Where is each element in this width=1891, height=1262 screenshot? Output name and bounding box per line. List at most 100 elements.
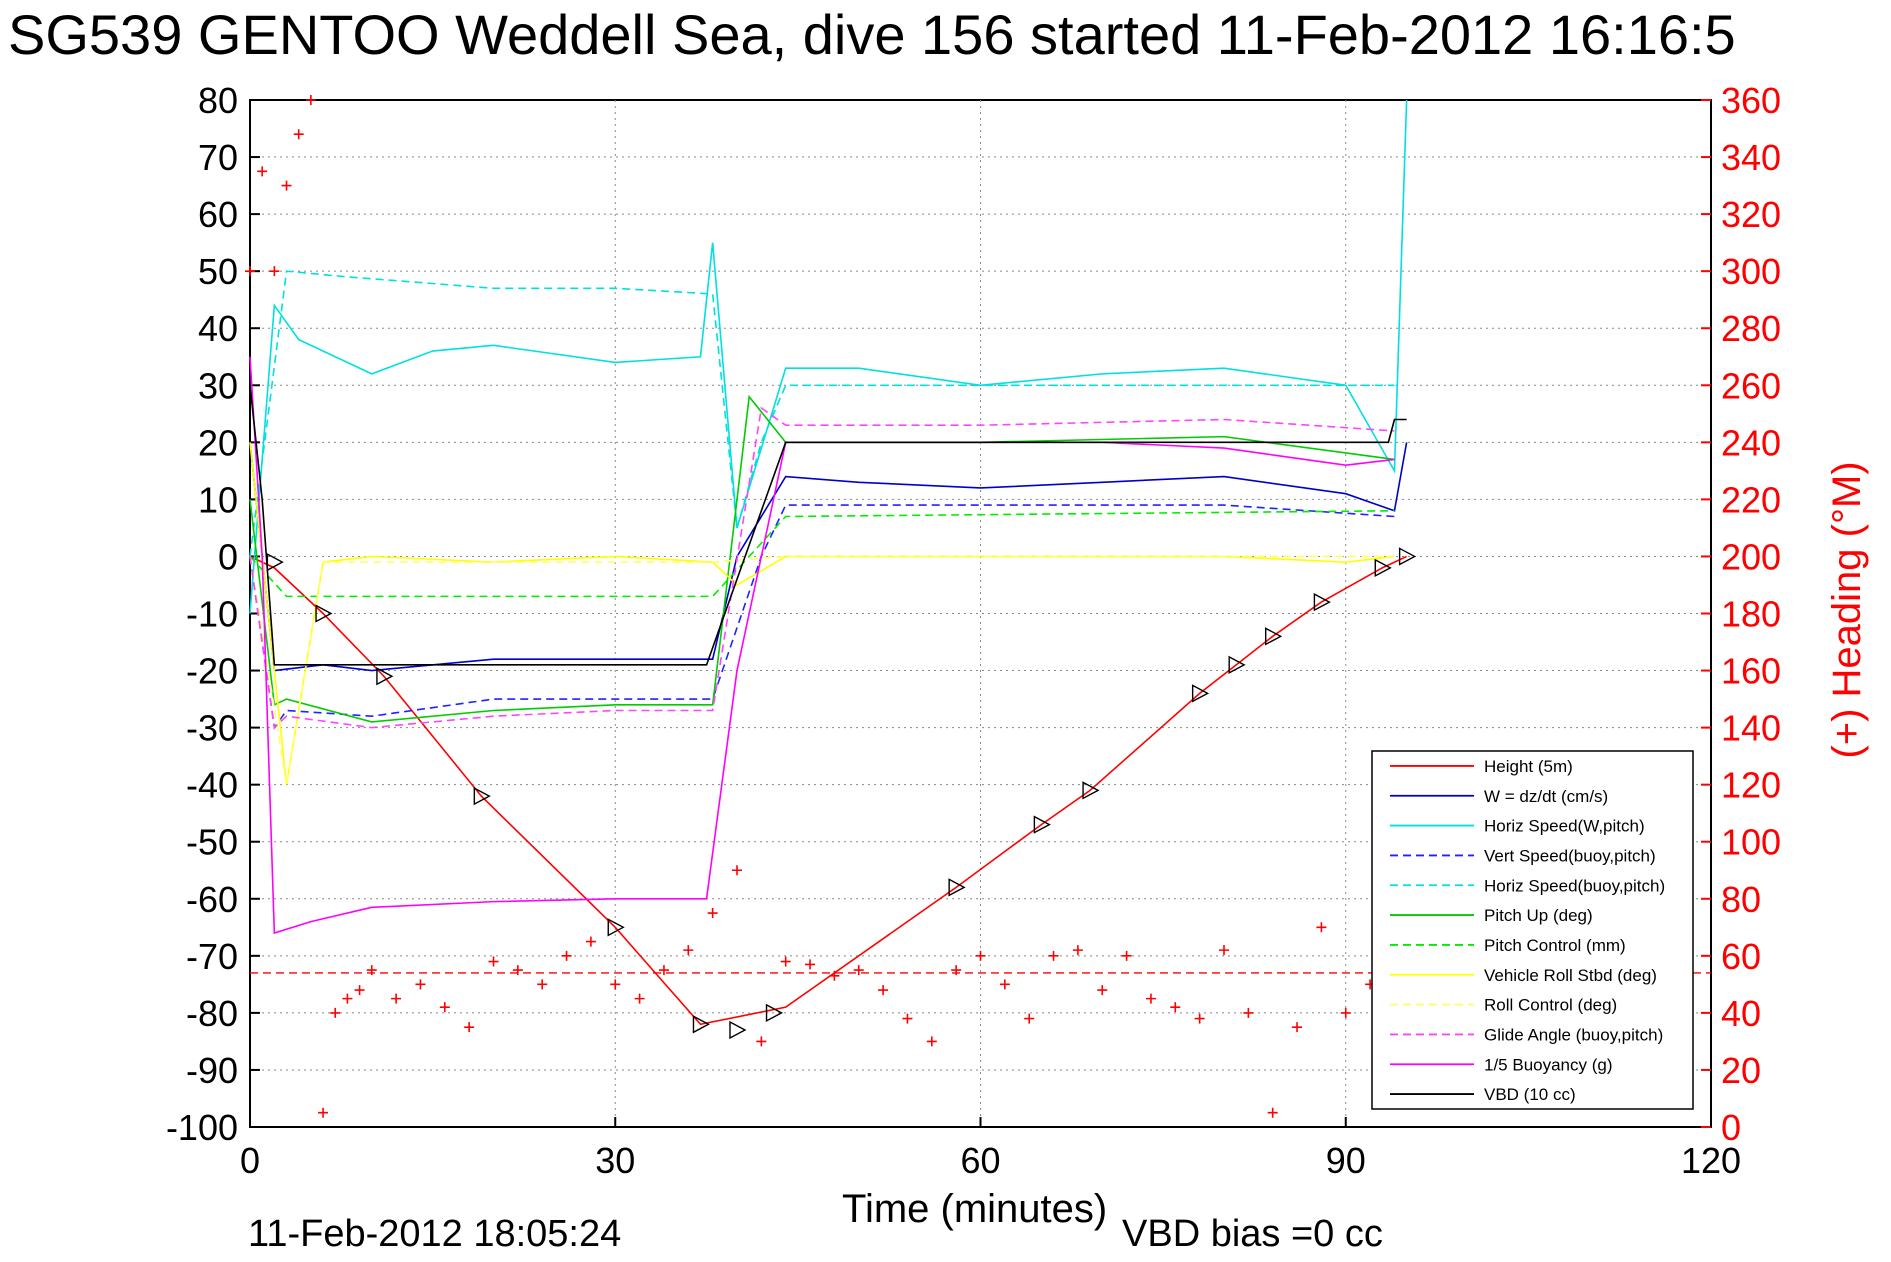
- heading-point: [634, 993, 645, 1004]
- y-tick-label: -90: [186, 1050, 238, 1091]
- series-line: [249, 270, 1395, 557]
- marker-point: [1265, 627, 1283, 646]
- heading-point: [732, 865, 742, 876]
- marker-point: [1398, 547, 1417, 566]
- heading-point: [245, 266, 255, 277]
- heading-point: [1292, 1022, 1303, 1033]
- chart-title: SG539 GENTOO Weddell Sea, dive 156 start…: [8, 3, 1736, 66]
- y2-tick-label: 240: [1721, 422, 1781, 463]
- marker-point: [376, 667, 394, 686]
- heading-point: [366, 965, 377, 976]
- legend: Height (5m) W = dz/dt (cm/s) Horiz Speed(W…: [1371, 750, 1694, 1110]
- y-tick-label: -30: [186, 708, 238, 749]
- heading-point: [1097, 985, 1108, 996]
- heading-point: [439, 1002, 450, 1013]
- heading-point: [1024, 1013, 1035, 1024]
- series-line: [249, 442, 1395, 785]
- heading-point: [707, 908, 718, 919]
- series-group: [249, 99, 1711, 1026]
- legend-label: Glide Angle (buoy,pitch): [1484, 1025, 1663, 1044]
- legend-label: Vehicle Roll Stbd (deg): [1484, 966, 1657, 985]
- y-tick-label: 40: [198, 308, 238, 349]
- footer-vbd-bias: VBD bias =0 cc: [1122, 1213, 1383, 1255]
- marker-point: [765, 1003, 784, 1023]
- y2-tick-label: 280: [1721, 308, 1781, 349]
- y2-tick-label: 200: [1721, 536, 1781, 577]
- series-line: [249, 385, 1407, 666]
- marker-point: [1191, 684, 1210, 703]
- y2-tick-label: 140: [1721, 708, 1781, 749]
- y-tick-label: 30: [198, 365, 238, 406]
- y2-tick-label: 80: [1721, 879, 1761, 920]
- y2-tick-label: 360: [1721, 80, 1781, 121]
- marker-point: [1082, 781, 1100, 800]
- heading-point: [391, 993, 402, 1004]
- legend-label: Horiz Speed(buoy,pitch): [1484, 876, 1665, 895]
- marker-point: [1033, 815, 1051, 834]
- heading-point: [1145, 993, 1156, 1004]
- heading-point: [561, 950, 572, 961]
- heading-point: [878, 985, 889, 996]
- legend-label: VBD (10 cc): [1484, 1085, 1576, 1104]
- marker-point: [692, 1015, 710, 1034]
- legend-label: Vert Speed(buoy,pitch): [1484, 846, 1656, 865]
- y-tick-label: -40: [186, 765, 238, 806]
- y-tick-label: -100: [166, 1107, 238, 1148]
- series-line: [249, 99, 1408, 614]
- legend-label: 1/5 Buoyancy (g): [1484, 1055, 1613, 1074]
- y-tick-label: -50: [186, 822, 238, 863]
- marker-point: [607, 918, 625, 937]
- y-tick-label: -10: [186, 594, 238, 635]
- marker-point: [1374, 558, 1392, 578]
- heading-point: [926, 1036, 937, 1047]
- marker-point: [266, 552, 284, 572]
- x-tick-label: 30: [595, 1140, 635, 1181]
- y2-tick-label: 260: [1721, 365, 1781, 406]
- heading-point: [902, 1013, 913, 1024]
- y2-tick-label: 340: [1721, 137, 1781, 178]
- heading-point: [281, 180, 292, 191]
- y-tick-label: -80: [186, 993, 238, 1034]
- heading-point: [853, 965, 864, 976]
- heading-point: [805, 959, 816, 970]
- heading-point: [257, 166, 268, 177]
- series-line: [249, 555, 1407, 1026]
- x-tick-label: 60: [960, 1140, 1000, 1181]
- heading-point: [464, 1022, 475, 1033]
- y-tick-label: 70: [198, 137, 238, 178]
- heading-point: [1121, 950, 1132, 961]
- legend-label: W = dz/dt (cm/s): [1484, 787, 1608, 806]
- heading-point: [658, 965, 669, 976]
- legend-label: Pitch Control (mm): [1484, 936, 1626, 955]
- x-tick-label: 0: [240, 1140, 260, 1181]
- legend-label: Horiz Speed(W,pitch): [1484, 817, 1645, 836]
- heading-point: [537, 979, 548, 990]
- heading-point: [354, 985, 365, 996]
- heading-point: [1048, 950, 1059, 961]
- series-line: [249, 406, 1395, 730]
- heading-point: [683, 945, 694, 956]
- footer-timestamp: 11-Feb-2012 18:05:24: [248, 1213, 621, 1255]
- x-axis-label: Time (minutes): [842, 1187, 1107, 1231]
- y2-tick-label: 60: [1721, 936, 1761, 977]
- y2-tick-label: 160: [1721, 651, 1781, 692]
- x-tick-label: 90: [1326, 1140, 1366, 1181]
- y-tick-label: 20: [198, 422, 238, 463]
- y2-tick-label: 20: [1721, 1050, 1761, 1091]
- y-tick-label: 60: [198, 194, 238, 235]
- series-line: [249, 504, 1395, 730]
- y-tick-label: 50: [198, 251, 238, 292]
- y-tick-label: -70: [186, 936, 238, 977]
- heading-point: [975, 950, 986, 961]
- heading-point: [610, 979, 621, 990]
- y2-tick-label: 100: [1721, 822, 1781, 863]
- y-tick-label: 80: [198, 80, 238, 121]
- marker-point: [473, 786, 491, 806]
- heading-point: [1243, 1007, 1254, 1018]
- heading-point: [780, 956, 791, 967]
- heading-point: [1219, 945, 1229, 956]
- heading-point: [756, 1036, 767, 1047]
- y2-tick-label: 220: [1721, 479, 1781, 520]
- y2-axis-label: (+) Heading (°M): [1825, 461, 1869, 758]
